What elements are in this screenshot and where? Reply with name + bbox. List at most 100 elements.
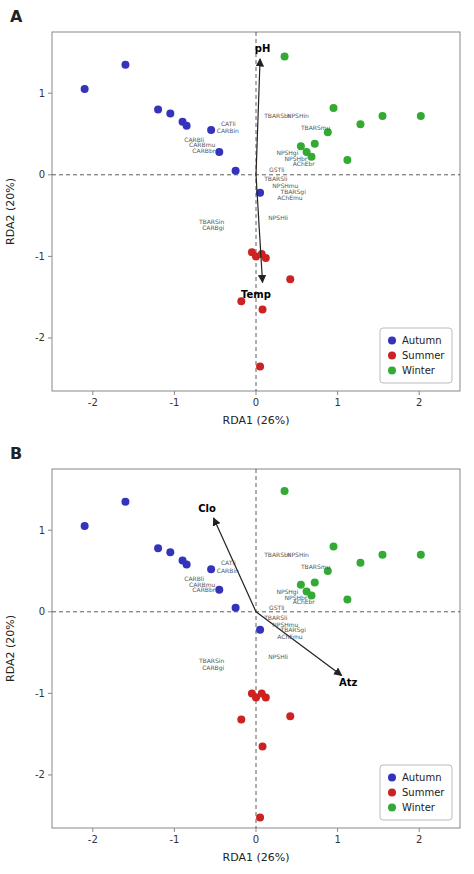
legend-label: Autumn — [402, 335, 442, 346]
variable-label: CATli — [221, 120, 236, 127]
point — [343, 156, 351, 164]
arrow — [256, 59, 260, 175]
x-tick — [337, 828, 338, 832]
series — [281, 487, 425, 604]
legend-label: Winter — [402, 802, 436, 813]
point — [330, 104, 338, 112]
variable-label: NPSHin — [287, 551, 309, 558]
y-tick-label: -1 — [35, 251, 45, 262]
x-tick-label: 2 — [416, 397, 422, 408]
x-tick-label: -2 — [88, 397, 98, 408]
point — [232, 604, 240, 612]
y-tick-label: 0 — [39, 606, 45, 617]
point — [356, 120, 364, 128]
legend-marker — [388, 352, 396, 360]
x-tick — [92, 828, 93, 832]
variable-label: AChEmu — [277, 633, 303, 640]
point — [154, 106, 162, 114]
panel: A-2-1012-2-101RDA1 (26%)RDA2 (20%)pHTemp… — [4, 7, 460, 427]
variable-label: CARBgi — [202, 224, 224, 232]
arrow-label: pH — [255, 43, 271, 54]
reference-line — [256, 32, 257, 391]
legend: Autumn Summer Winter — [380, 328, 452, 383]
y-tick — [48, 174, 52, 175]
y-tick — [48, 93, 52, 94]
x-tick-label: 0 — [253, 397, 259, 408]
y-tick — [48, 611, 52, 612]
point — [378, 551, 386, 559]
legend-label: Winter — [402, 365, 436, 376]
x-tick-label: 0 — [253, 834, 259, 845]
x-tick-label: 1 — [334, 397, 340, 408]
y-tick — [48, 256, 52, 257]
point — [237, 715, 245, 723]
legend-box — [380, 765, 452, 820]
point — [121, 498, 129, 506]
legend-marker — [388, 774, 396, 782]
point — [417, 112, 425, 120]
y-tick — [48, 530, 52, 531]
point — [259, 742, 267, 750]
variable-label: AChEbr — [293, 598, 316, 605]
variable-label: AChEbr — [293, 160, 316, 167]
legend-label: Autumn — [402, 772, 442, 783]
point — [166, 110, 174, 118]
point — [183, 560, 191, 568]
y-axis-label: RDA2 (20%) — [4, 178, 17, 245]
point — [311, 140, 319, 148]
y-tick-label: -2 — [35, 769, 45, 780]
x-tick — [419, 391, 420, 395]
point — [343, 596, 351, 604]
plot-area — [52, 469, 460, 828]
x-tick — [174, 828, 175, 832]
point — [259, 305, 267, 313]
x-tick-label: -1 — [169, 834, 179, 845]
point — [356, 559, 364, 567]
variable-label: GSTli — [269, 166, 285, 173]
point — [81, 85, 89, 93]
point — [207, 126, 215, 134]
variable-label: CARBgi — [202, 664, 224, 672]
x-tick-label: -2 — [88, 834, 98, 845]
series — [81, 498, 264, 634]
point — [281, 487, 289, 495]
arrow-label: Clo — [198, 503, 216, 514]
panel: B-2-1012-2-101RDA1 (26%)RDA2 (20%)CloAtz… — [4, 444, 460, 864]
plot-area — [52, 32, 460, 391]
point — [417, 551, 425, 559]
variable-label: CARBin — [217, 567, 239, 574]
arrow — [256, 175, 263, 283]
x-axis-label: RDA1 (26%) — [223, 851, 290, 864]
point — [286, 712, 294, 720]
variable-label: CATli — [221, 559, 236, 566]
point — [262, 693, 270, 701]
x-tick — [337, 391, 338, 395]
series — [237, 689, 294, 821]
y-tick — [48, 693, 52, 694]
plot-frame — [52, 469, 460, 828]
variable-label: TBARSmu — [300, 124, 331, 131]
legend-label: Summer — [402, 787, 445, 798]
series — [237, 248, 294, 370]
variable-label: CARBin — [217, 127, 239, 134]
point — [232, 167, 240, 175]
point — [256, 626, 264, 634]
panel-label: B — [10, 444, 22, 463]
y-tick-label: -1 — [35, 688, 45, 699]
variable-label: TBARSmu — [300, 563, 331, 570]
x-tick — [174, 391, 175, 395]
panel-label: A — [10, 7, 23, 26]
x-tick-label: 2 — [416, 834, 422, 845]
point — [281, 52, 289, 60]
legend-marker — [388, 337, 396, 345]
x-axis-label: RDA1 (26%) — [223, 414, 290, 427]
variable-label: GSTli — [269, 604, 285, 611]
legend-label: Summer — [402, 350, 445, 361]
point — [330, 543, 338, 551]
point — [154, 544, 162, 552]
x-tick — [256, 828, 257, 832]
variable-label: CARBbr — [192, 147, 215, 154]
labels: pHTempCATliCARBinCARBliCARBmuCARBbrTBARS… — [184, 43, 330, 300]
arrow-label: Temp — [241, 289, 271, 300]
point — [262, 254, 270, 262]
